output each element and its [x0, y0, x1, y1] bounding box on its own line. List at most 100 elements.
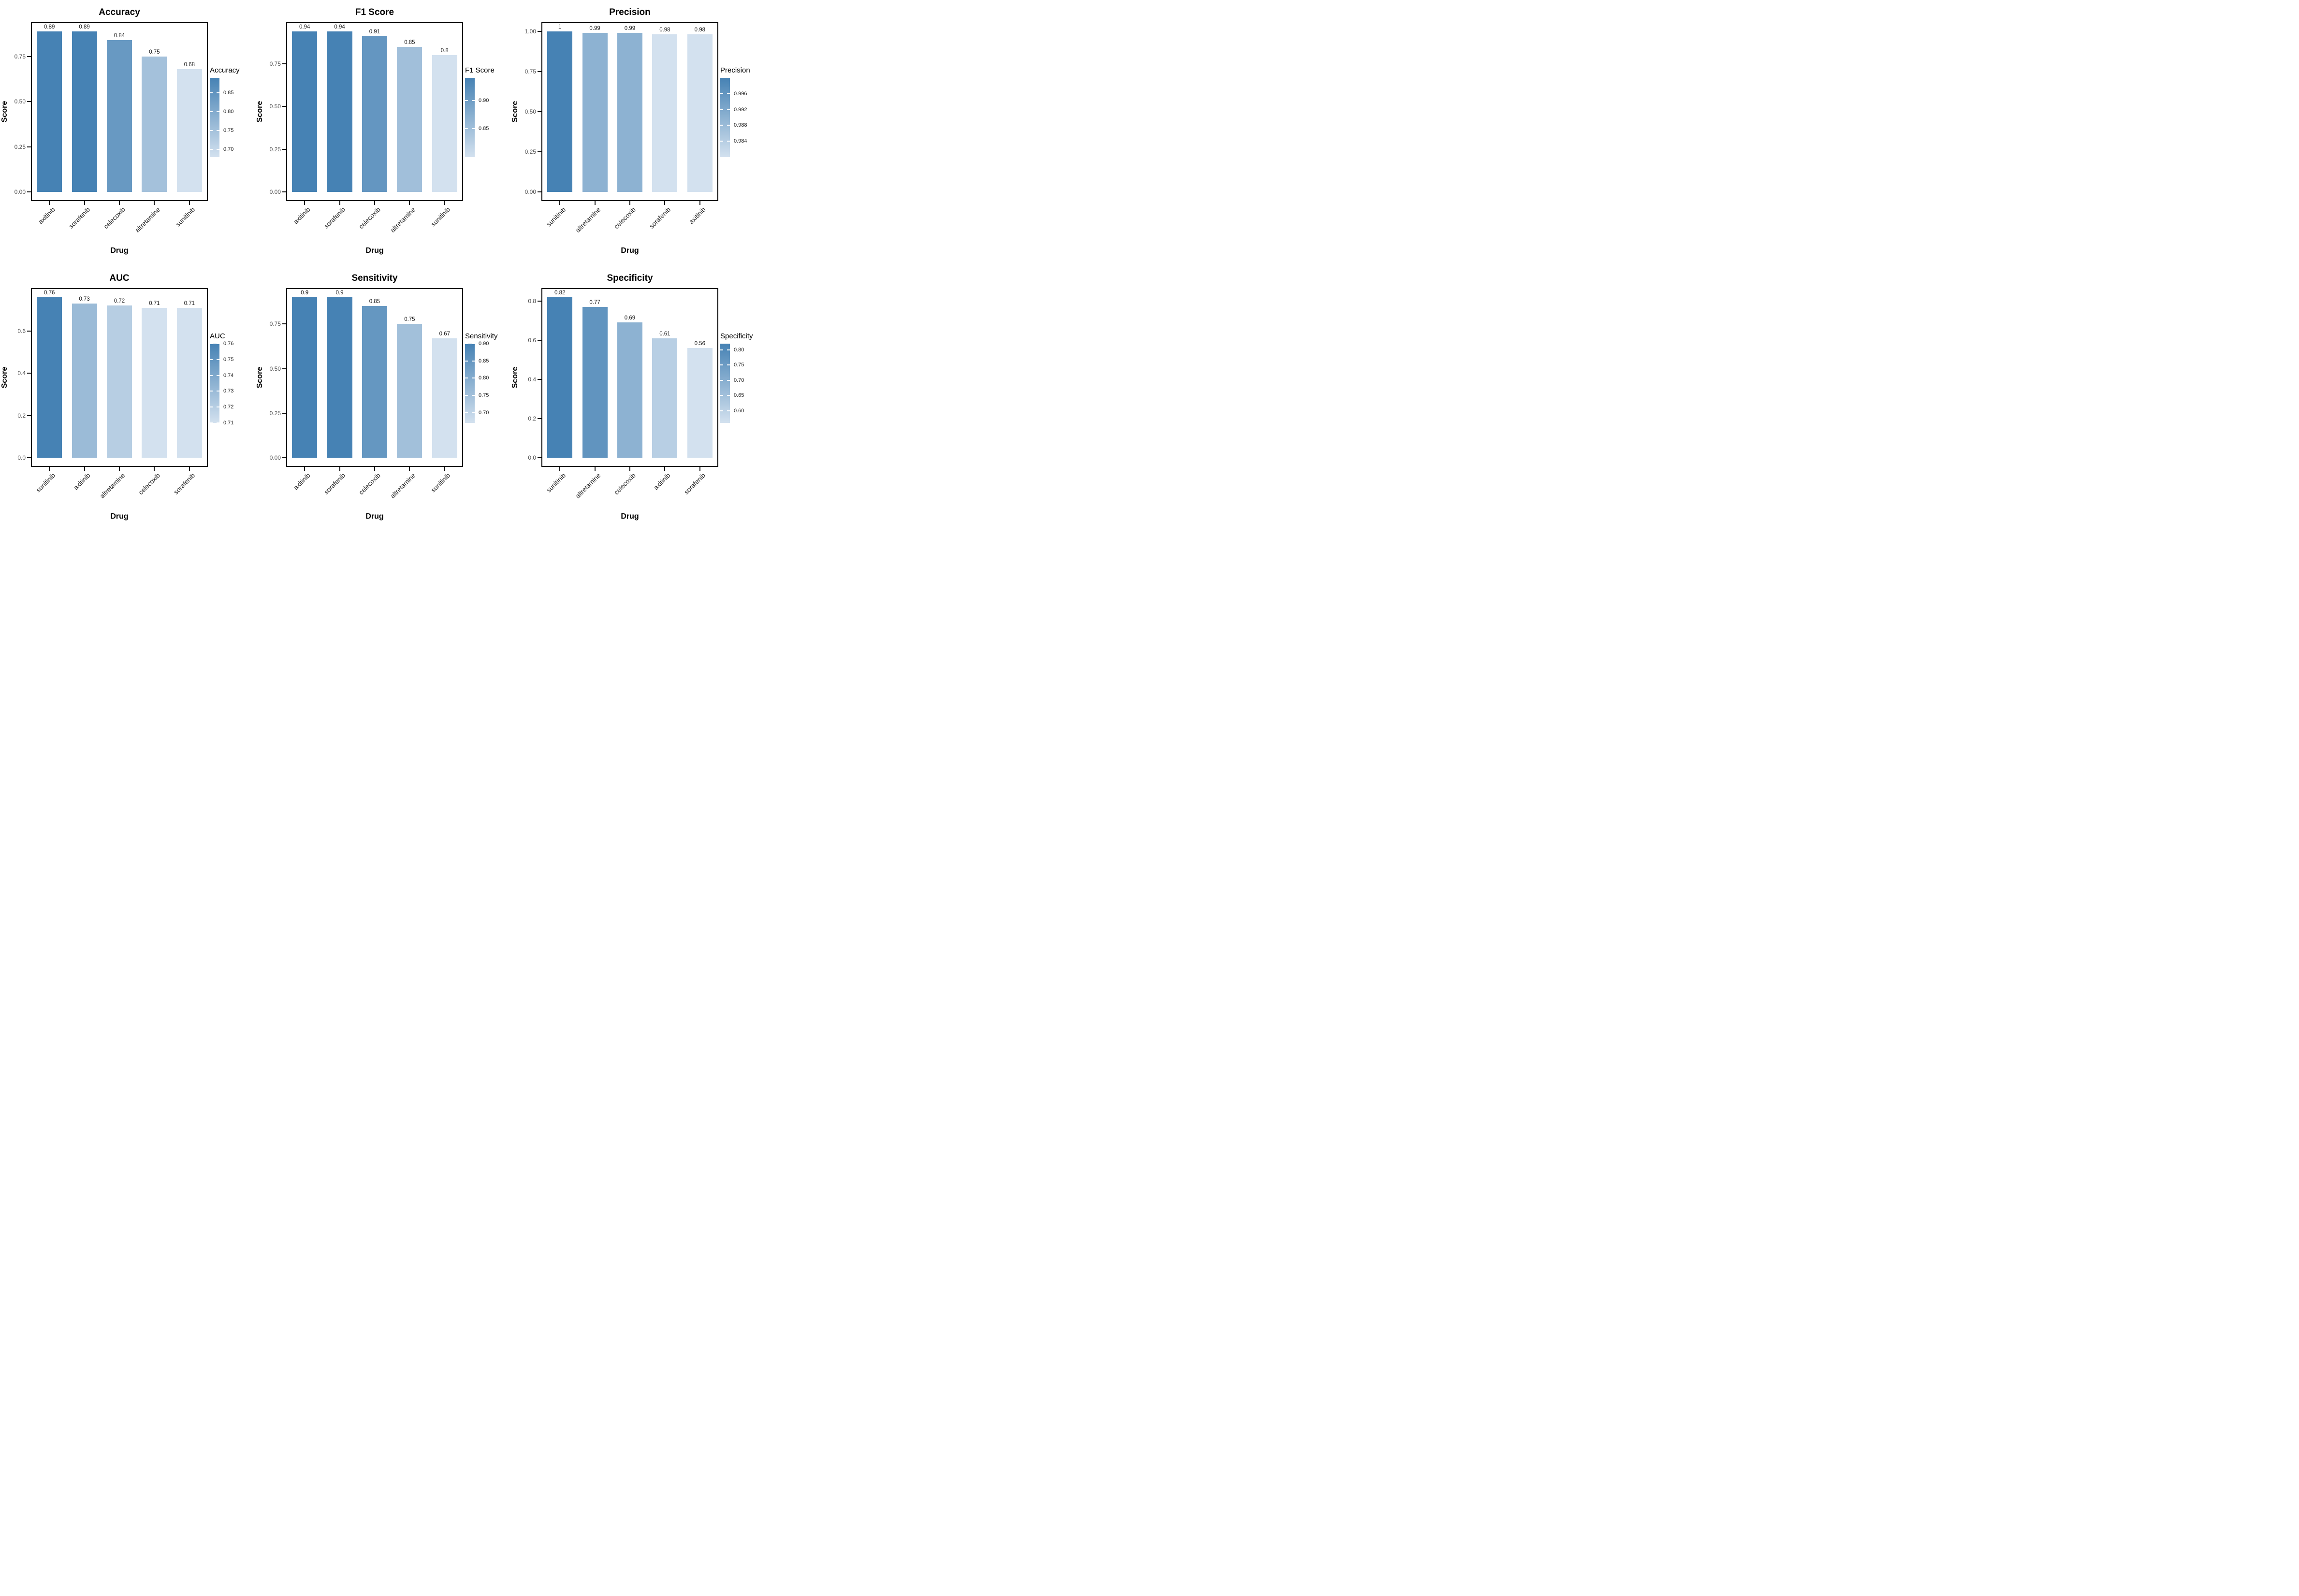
legend-tick-label: 0.75 [223, 356, 234, 363]
y-tick-label: 0.0 [528, 454, 536, 462]
x-tick-mark [154, 201, 155, 205]
x-tick-label-celecoxib: celecoxib [612, 472, 637, 496]
y-axis: 0.0 0.2 0.4 0.6 0.8 [520, 288, 541, 467]
x-tick-label-axitinib: axitinib [292, 206, 312, 226]
bar-sorafenib [72, 31, 97, 192]
chart-panel-precision: Precision Score 0.00 0.25 0.50 0.75 1.00 1 0.99 0… [510, 0, 766, 266]
y-tick-mark [27, 457, 31, 459]
chart-panel-specificity: Specificity Score 0.0 0.2 0.4 0.6 0.8 0.82 0.77 0… [510, 266, 766, 532]
x-tick-label-celecoxib: celecoxib [102, 206, 127, 231]
legend-tick-label: 0.90 [479, 97, 489, 103]
x-tick-label-sorafenib: sorafenib [67, 206, 92, 230]
bar-value-label: 0.75 [149, 49, 160, 55]
bar-value-label: 1 [558, 24, 562, 30]
y-tick-label: 0.25 [269, 409, 281, 417]
x-tick-label-axitinib: axitinib [37, 206, 57, 226]
legend: Accuracy 0.85 0.80 0.75 0.70 [208, 22, 255, 201]
x-axis: sunitinib altretamine celecoxib sorafenib ax… [541, 201, 718, 247]
legend-title: Specificity [720, 332, 753, 340]
y-tick-mark [282, 368, 286, 369]
plot-area: 0.89 0.89 0.84 0.75 0.68 [31, 22, 208, 201]
bar-value-label: 0.71 [149, 300, 160, 306]
x-tick-label-sunitinib: sunitinib [34, 472, 57, 494]
bar-value-label: 0.94 [334, 24, 345, 30]
bar-value-label: 0.76 [44, 290, 55, 296]
x-tick-label-sunitinib: sunitinib [429, 472, 452, 494]
legend-tick-mark [727, 109, 730, 110]
bar-axitinib [292, 31, 318, 192]
bar-altretamine [107, 305, 132, 458]
y-tick-label: 0.75 [269, 320, 281, 328]
x-tick-mark [409, 467, 410, 471]
legend-tick-label: 0.70 [223, 146, 234, 153]
legend-colorbar [210, 343, 219, 423]
bar-sunitinib [547, 31, 573, 192]
chart-title: Specificity [607, 273, 653, 283]
y-tick-mark [538, 191, 541, 193]
x-tick-label-axitinib: axitinib [687, 206, 707, 226]
x-tick-mark [49, 201, 50, 205]
legend-tick-mark [472, 100, 475, 101]
x-tick-mark [409, 201, 410, 205]
y-tick-mark [282, 63, 286, 64]
bar-value-label: 0.85 [404, 39, 415, 45]
y-axis-title-text: Score [256, 101, 264, 123]
x-tick-label-sorafenib: sorafenib [322, 206, 347, 230]
legend-title: Sensitivity [465, 332, 498, 340]
legend-tick-label: 0.80 [223, 109, 234, 115]
x-tick-mark [339, 201, 340, 205]
x-tick-label-sorafenib: sorafenib [172, 472, 197, 496]
bar-altretamine [397, 46, 422, 192]
y-axis-title: Score [0, 288, 10, 467]
legend-tick-mark [217, 149, 219, 150]
legend-title: Precision [720, 66, 750, 74]
y-tick-label: 0.0 [17, 454, 26, 462]
y-tick-mark [27, 101, 31, 102]
bar-altretamine [582, 306, 608, 458]
x-tick-label-sorafenib: sorafenib [683, 472, 707, 496]
bar-altretamine [582, 32, 608, 192]
y-tick-label: 0.6 [17, 327, 26, 334]
plot-area: 0.76 0.73 0.72 0.71 0.71 [31, 288, 208, 467]
chart-title: Sensitivity [351, 273, 398, 283]
charts-grid: Accuracy Score 0.00 0.25 0.50 0.75 0.89 0.89 0.8… [0, 0, 767, 532]
x-tick-mark [699, 201, 700, 205]
bar-value-label: 0.9 [335, 290, 344, 296]
legend-tick-mark [210, 406, 213, 408]
legend-tick-label: 0.70 [479, 409, 489, 416]
x-tick-mark [629, 467, 630, 471]
x-axis: axitinib sorafenib celecoxib altretamine sun… [31, 201, 208, 247]
bar-axitinib [687, 34, 713, 192]
chart-panel-sensitivity: Sensitivity Score 0.00 0.25 0.50 0.75 0.9 0.9 0.… [255, 266, 510, 532]
x-tick-mark [374, 467, 375, 471]
legend-tick-label: 0.992 [734, 106, 747, 113]
legend-tick-mark [210, 149, 213, 150]
x-tick-mark [154, 467, 155, 471]
x-tick-label-celecoxib: celecoxib [137, 472, 161, 496]
y-axis: 0.00 0.25 0.50 0.75 1.00 [520, 22, 541, 201]
x-axis: sunitinib axitinib altretamine celecoxib sor… [31, 467, 208, 512]
legend-tick-mark [727, 141, 730, 142]
bar-celecoxib [362, 306, 387, 458]
y-axis-title-text: Score [0, 366, 9, 389]
legend: Precision 0.996 0.992 0.988 0.984 [718, 22, 766, 201]
x-tick-label-sunitinib: sunitinib [545, 206, 567, 228]
bar-sunitinib [547, 297, 573, 458]
legend-tick-mark [465, 100, 468, 101]
y-tick-label: 0.75 [269, 60, 281, 67]
legend-tick-mark [465, 128, 468, 130]
x-tick-label-altretamine: altretamine [133, 206, 161, 234]
legend-tick-label: 0.75 [734, 362, 744, 368]
bar-value-label: 0.89 [79, 24, 90, 30]
bar-sunitinib [432, 338, 457, 458]
x-tick-mark [304, 467, 306, 471]
bar-value-label: 0.61 [659, 331, 670, 337]
bar-sorafenib [176, 307, 202, 458]
bar-value-label: 0.71 [184, 300, 195, 306]
x-axis-title: Drug [110, 512, 129, 521]
x-tick-mark [699, 467, 700, 471]
bar-value-label: 0.69 [624, 315, 636, 321]
y-tick-label: 0.8 [528, 297, 536, 305]
y-tick-mark [538, 379, 541, 380]
bar-celecoxib [107, 40, 132, 192]
